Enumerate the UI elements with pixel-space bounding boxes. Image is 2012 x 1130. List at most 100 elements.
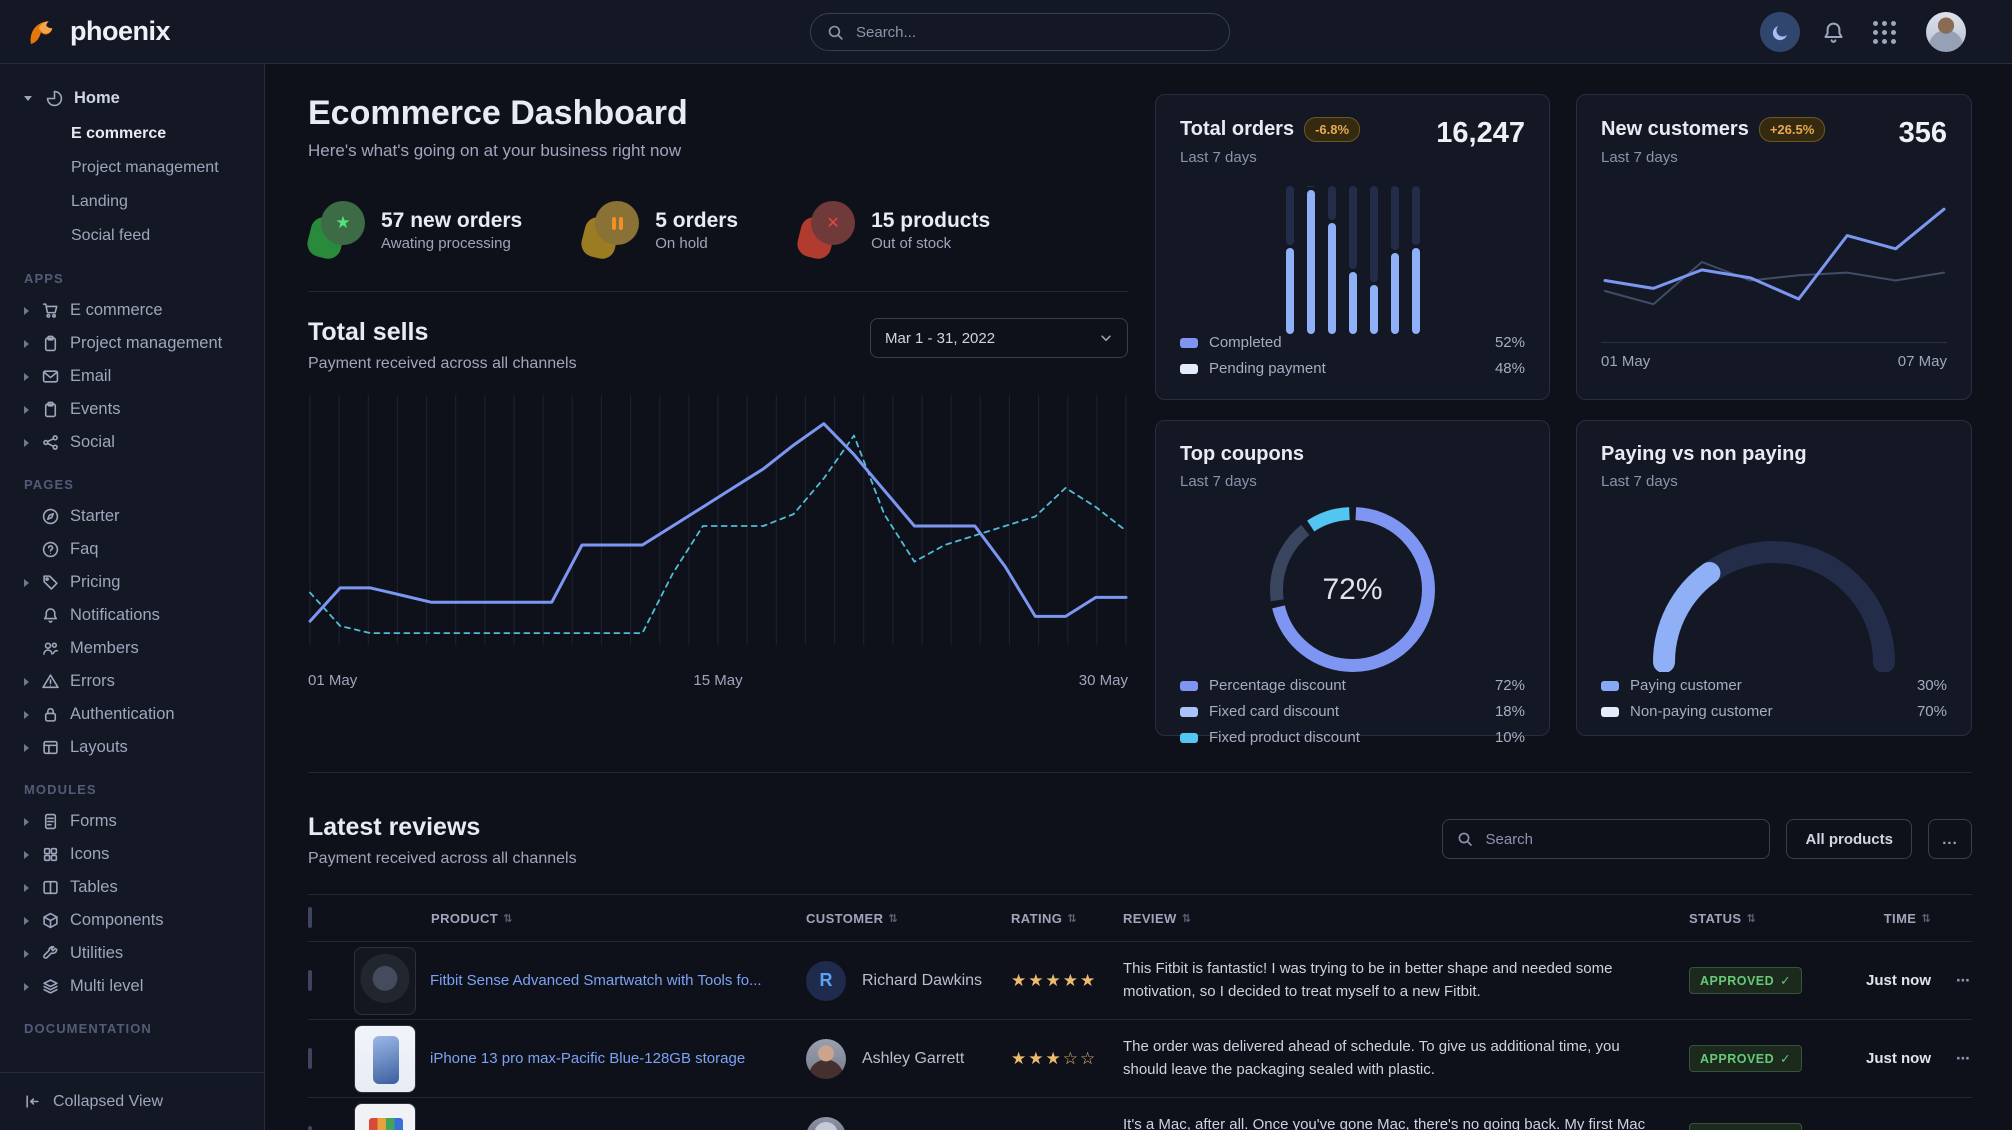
- select-all-checkbox[interactable]: [308, 907, 312, 928]
- brand[interactable]: phoenix: [0, 15, 171, 49]
- column-header-rating[interactable]: RATING ⇅: [1011, 910, 1077, 926]
- sidebar-item-label: Faq: [70, 540, 99, 558]
- compass-icon: [41, 508, 60, 525]
- sort-icon: ⇅: [888, 912, 898, 925]
- table-header: PRODUCT ⇅ CUSTOMER ⇅ RATING ⇅ REVIEW ⇅ STATU…: [308, 894, 1972, 942]
- product-link[interactable]: iPhone 13 pro max-Pacific Blue-128GB sto…: [430, 1050, 746, 1067]
- caret-right-icon: [24, 710, 29, 719]
- sidebar-item-e-commerce[interactable]: E commerce: [14, 294, 250, 327]
- question-icon: [41, 541, 60, 558]
- row-checkbox[interactable]: [308, 1125, 312, 1130]
- legend-value: 18%: [1494, 703, 1525, 720]
- sidebar-item-label: E commerce: [70, 301, 163, 319]
- sidebar-item-starter[interactable]: Starter: [14, 500, 250, 533]
- product-thumbnail[interactable]: [354, 1024, 416, 1093]
- stat-value: 57 new orders: [381, 209, 523, 233]
- sidebar-item-notifications[interactable]: Notifications: [14, 599, 250, 632]
- column-header-status[interactable]: STATUS ⇅: [1689, 910, 1757, 926]
- caret-right-icon: [24, 817, 29, 826]
- order-bar: [1306, 186, 1315, 334]
- row-more-button[interactable]: ⋯: [1956, 1050, 1971, 1066]
- date-range-select[interactable]: Mar 1 - 31, 2022: [870, 318, 1128, 358]
- bell-icon: [41, 607, 60, 624]
- apps-grid-button[interactable]: [1867, 20, 1902, 45]
- sidebar-subitem-project-management[interactable]: Project management: [71, 159, 219, 176]
- sidebar-item-email[interactable]: Email: [14, 360, 250, 393]
- stat-value: 5 orders: [655, 209, 739, 233]
- legend-label: Percentage discount: [1209, 677, 1346, 694]
- legend-label: Pending payment: [1209, 360, 1326, 377]
- legend-row: Completed 52%: [1180, 334, 1525, 351]
- coupons-legend: Percentage discount 72% Fixed card disco…: [1180, 677, 1525, 746]
- sidebar-item-icons[interactable]: Icons: [14, 838, 250, 871]
- columns-icon: [41, 879, 60, 896]
- layout-icon: [41, 739, 60, 756]
- sidebar-subitem-landing[interactable]: Landing: [71, 193, 128, 210]
- sidebar-item-social[interactable]: Social: [14, 426, 250, 459]
- customer-name: Ashley Garrett: [862, 1049, 965, 1067]
- collapse-sidebar-button[interactable]: Collapsed View: [0, 1072, 264, 1130]
- sidebar-item-members[interactable]: Members: [14, 632, 250, 665]
- row-checkbox[interactable]: [308, 969, 312, 991]
- column-header-review[interactable]: REVIEW ⇅: [1123, 910, 1192, 926]
- sidebar-item-project-management[interactable]: Project management: [14, 327, 250, 360]
- status-badge: APPROVED ✓: [1689, 1045, 1803, 1072]
- row-more-button[interactable]: ⋯: [1956, 972, 1971, 988]
- theme-toggle-button[interactable]: [1760, 12, 1800, 52]
- review-text: This Fitbit is fantastic! I was trying t…: [1123, 960, 1613, 1000]
- sidebar-item-label: Authentication: [70, 705, 175, 723]
- axis-label: 15 May: [693, 672, 743, 689]
- sidebar-item-forms[interactable]: Forms: [14, 805, 250, 838]
- search-input[interactable]: [854, 22, 1213, 42]
- trend-badge: +26.5%: [1758, 117, 1826, 142]
- caret-right-icon: [24, 677, 29, 686]
- reviews-title: Latest reviews: [308, 813, 481, 841]
- customer-avatar: [806, 1038, 846, 1079]
- review-time: Just now: [1865, 1050, 1931, 1067]
- sidebar-item-home[interactable]: Home: [14, 82, 250, 115]
- sidebar-item-authentication[interactable]: Authentication: [14, 698, 250, 731]
- sidebar-item-layouts[interactable]: Layouts: [14, 731, 250, 764]
- sidebar-item-tables[interactable]: Tables: [14, 871, 250, 904]
- column-header-time[interactable]: TIME ⇅: [1883, 910, 1931, 926]
- sidebar-item-utilities[interactable]: Utilities: [14, 937, 250, 970]
- review-text: It's a Mac, after all. Once you've gone …: [1123, 1116, 1646, 1130]
- sidebar-item-pricing[interactable]: Pricing: [14, 566, 250, 599]
- sidebar-subitem-e-commerce[interactable]: E commerce: [71, 125, 167, 142]
- legend-swatch: [1601, 680, 1619, 691]
- sidebar-subitem-social-feed[interactable]: Social feed: [71, 227, 151, 244]
- clipboard-icon: [41, 335, 60, 352]
- product-thumbnail[interactable]: [354, 1102, 416, 1130]
- legend-row: Non-paying customer 70%: [1601, 703, 1947, 720]
- order-bar: [1411, 186, 1420, 334]
- reviews-search-input[interactable]: [1483, 829, 1756, 849]
- sidebar-item-multi-level[interactable]: Multi level: [14, 970, 250, 1003]
- caret-right-icon: [24, 916, 29, 925]
- sidebar-item-components[interactable]: Components: [14, 904, 250, 937]
- row-checkbox[interactable]: [308, 1047, 312, 1069]
- column-header-product[interactable]: PRODUCT ⇅: [431, 910, 513, 926]
- product-link[interactable]: Fitbit Sense Advanced Smartwatch with To…: [430, 972, 762, 989]
- bell-icon: [1822, 21, 1845, 44]
- sidebar-item-errors[interactable]: Errors: [14, 665, 250, 698]
- legend-swatch: [1180, 732, 1198, 743]
- notifications-button[interactable]: [1816, 20, 1851, 45]
- legend-value: 30%: [1916, 677, 1947, 694]
- grid-icon: [41, 846, 60, 863]
- sidebar-item-label: Tables: [70, 878, 118, 896]
- user-avatar[interactable]: [1926, 12, 1966, 52]
- table-row: It's a Mac, after all. Once you've gone …: [308, 1098, 1972, 1130]
- column-header-customer[interactable]: CUSTOMER ⇅: [806, 910, 898, 926]
- stat-sublabel: Out of stock: [871, 234, 952, 252]
- sidebar-item-events[interactable]: Events: [14, 393, 250, 426]
- table-body: Fitbit Sense Advanced Smartwatch with To…: [308, 942, 1972, 1130]
- sort-icon: ⇅: [1181, 912, 1192, 925]
- more-options-button[interactable]: ...: [1928, 819, 1972, 859]
- legend-row: Fixed product discount 10%: [1180, 729, 1525, 746]
- orders-legend: Completed 52% Pending payment 48%: [1180, 334, 1525, 377]
- chevron-down-icon: [1099, 331, 1113, 345]
- all-products-button[interactable]: All products: [1786, 819, 1912, 859]
- product-thumbnail[interactable]: [354, 946, 416, 1015]
- legend-swatch: [1180, 706, 1198, 717]
- sidebar-item-faq[interactable]: Faq: [14, 533, 250, 566]
